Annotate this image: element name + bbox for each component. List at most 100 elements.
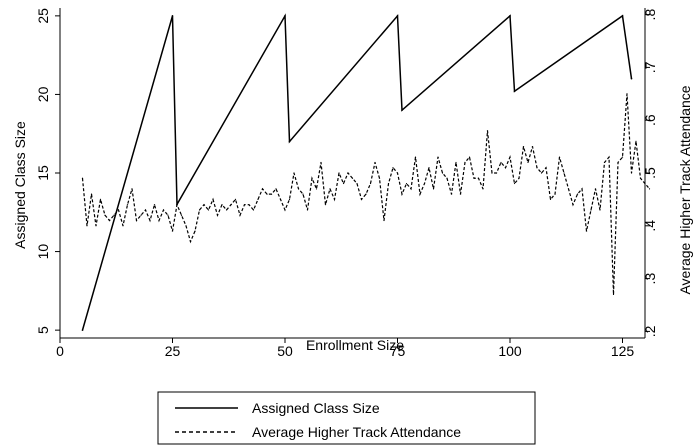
point-average-higher-track-attendance [81, 177, 84, 179]
point-average-higher-track-attendance [441, 172, 444, 174]
y-tick-label: 25 [35, 8, 51, 24]
x-tick-label: 125 [611, 343, 635, 359]
point-average-higher-track-attendance [518, 177, 520, 179]
point-average-higher-track-attendance [527, 161, 529, 164]
axes: 0 25 50 75 100 125 5 10 15 20 25 .2 .3 .4 .5 .6 .7 .8 [35, 8, 658, 359]
point-average-higher-track-attendance [383, 219, 385, 222]
point-average-higher-track-attendance [648, 188, 651, 190]
point-average-higher-track-attendance [576, 193, 579, 195]
point-average-higher-track-attendance [198, 209, 201, 211]
point-average-higher-track-attendance [495, 172, 498, 174]
point-average-higher-track-attendance [180, 214, 183, 216]
point-average-higher-track-attendance [257, 198, 259, 200]
point-average-higher-track-attendance [167, 214, 169, 216]
point-average-higher-track-attendance [171, 230, 174, 232]
legend: Assigned Class Size Average Higher Track… [157, 391, 536, 445]
point-average-higher-track-attendance [419, 193, 421, 195]
y2-tick-label: .8 [642, 9, 658, 21]
point-average-higher-track-attendance [540, 172, 543, 174]
point-average-higher-track-attendance [288, 198, 291, 200]
line-assigned-class-size [81, 13, 633, 331]
point-average-higher-track-attendance [239, 214, 241, 216]
point-average-higher-track-attendance [482, 188, 484, 190]
point-average-higher-track-attendance [324, 204, 327, 206]
point-average-higher-track-attendance [626, 93, 628, 95]
point-average-higher-track-attendance [261, 188, 264, 190]
point-average-higher-track-attendance [113, 214, 115, 216]
point-average-higher-track-attendance [581, 188, 583, 190]
point-average-higher-track-attendance [567, 188, 570, 190]
point-average-higher-track-attendance [486, 130, 489, 132]
legend-label-average-higher-track-attendance: Average Higher Track Attendance [252, 424, 461, 440]
point-average-higher-track-attendance [599, 209, 601, 211]
point-average-higher-track-attendance [621, 156, 624, 158]
point-average-higher-track-attendance [477, 177, 480, 179]
point-average-higher-track-attendance [639, 177, 642, 179]
point-average-higher-track-attendance [594, 188, 597, 190]
series-average-higher-track-attendance [81, 93, 651, 296]
point-average-higher-track-attendance [270, 193, 273, 195]
point-average-higher-track-attendance [108, 219, 111, 222]
point-average-higher-track-attendance [428, 167, 430, 169]
legend-box [157, 391, 536, 445]
point-average-higher-track-attendance [122, 225, 124, 227]
point-average-higher-track-attendance [414, 156, 417, 158]
point-average-higher-track-attendance [158, 219, 160, 222]
point-average-higher-track-attendance [126, 204, 129, 206]
point-average-higher-track-attendance [491, 172, 493, 174]
point-average-higher-track-attendance [275, 188, 277, 190]
point-average-higher-track-attendance [104, 214, 106, 216]
point-average-higher-track-attendance [149, 219, 151, 222]
point-average-higher-track-attendance [203, 204, 205, 206]
point-average-higher-track-attendance [216, 214, 219, 216]
point-average-higher-track-attendance [644, 182, 646, 185]
x-tick-label: 75 [390, 343, 406, 359]
point-average-higher-track-attendance [230, 204, 232, 206]
point-average-higher-track-attendance [95, 225, 97, 227]
point-average-higher-track-attendance [329, 188, 331, 190]
point-average-higher-track-attendance [360, 198, 363, 200]
y2-tick-label: .7 [642, 61, 658, 73]
point-average-higher-track-attendance [252, 209, 255, 211]
point-average-higher-track-attendance [225, 209, 228, 211]
y-tick-label: 5 [35, 326, 51, 334]
point-average-higher-track-attendance [162, 209, 165, 211]
x-tick-label: 100 [498, 343, 522, 359]
point-average-higher-track-attendance [531, 146, 534, 148]
point-average-higher-track-attendance [306, 209, 309, 211]
point-average-higher-track-attendance [432, 188, 435, 190]
point-average-higher-track-attendance [315, 188, 318, 190]
x-axis-title: Enrollment Size [306, 337, 404, 353]
point-average-higher-track-attendance [585, 230, 588, 232]
point-average-higher-track-attendance [617, 161, 619, 164]
point-average-higher-track-attendance [378, 177, 381, 179]
point-average-higher-track-attendance [297, 188, 300, 190]
x-tick-label: 0 [56, 343, 64, 359]
point-average-higher-track-attendance [603, 161, 606, 164]
point-assigned-class-size [288, 140, 291, 143]
point-average-higher-track-attendance [140, 214, 142, 216]
point-average-higher-track-attendance [347, 172, 349, 174]
point-average-higher-track-attendance [342, 182, 345, 185]
y2-axis-title: Average Higher Track Attendance [677, 85, 693, 294]
point-average-higher-track-attendance [563, 172, 565, 174]
y2-tick-label: .2 [642, 325, 658, 337]
point-average-higher-track-attendance [234, 198, 237, 200]
point-average-higher-track-attendance [455, 161, 457, 164]
point-average-higher-track-attendance [320, 161, 322, 164]
x-tick-label: 25 [165, 343, 181, 359]
point-average-higher-track-attendance [279, 198, 282, 200]
point-average-higher-track-attendance [131, 188, 133, 190]
point-average-higher-track-attendance [117, 209, 120, 211]
point-average-higher-track-attendance [608, 156, 610, 158]
point-assigned-class-size [396, 15, 399, 17]
point-average-higher-track-attendance [266, 193, 268, 195]
legend-label-assigned-class-size: Assigned Class Size [252, 400, 380, 416]
point-assigned-class-size [509, 15, 511, 17]
point-average-higher-track-attendance [464, 161, 466, 164]
point-average-higher-track-attendance [509, 156, 511, 158]
y-tick-label: 20 [35, 86, 51, 102]
plot-frame [60, 8, 645, 433]
y2-tick-label: .3 [642, 273, 658, 285]
point-average-higher-track-attendance [405, 182, 408, 185]
